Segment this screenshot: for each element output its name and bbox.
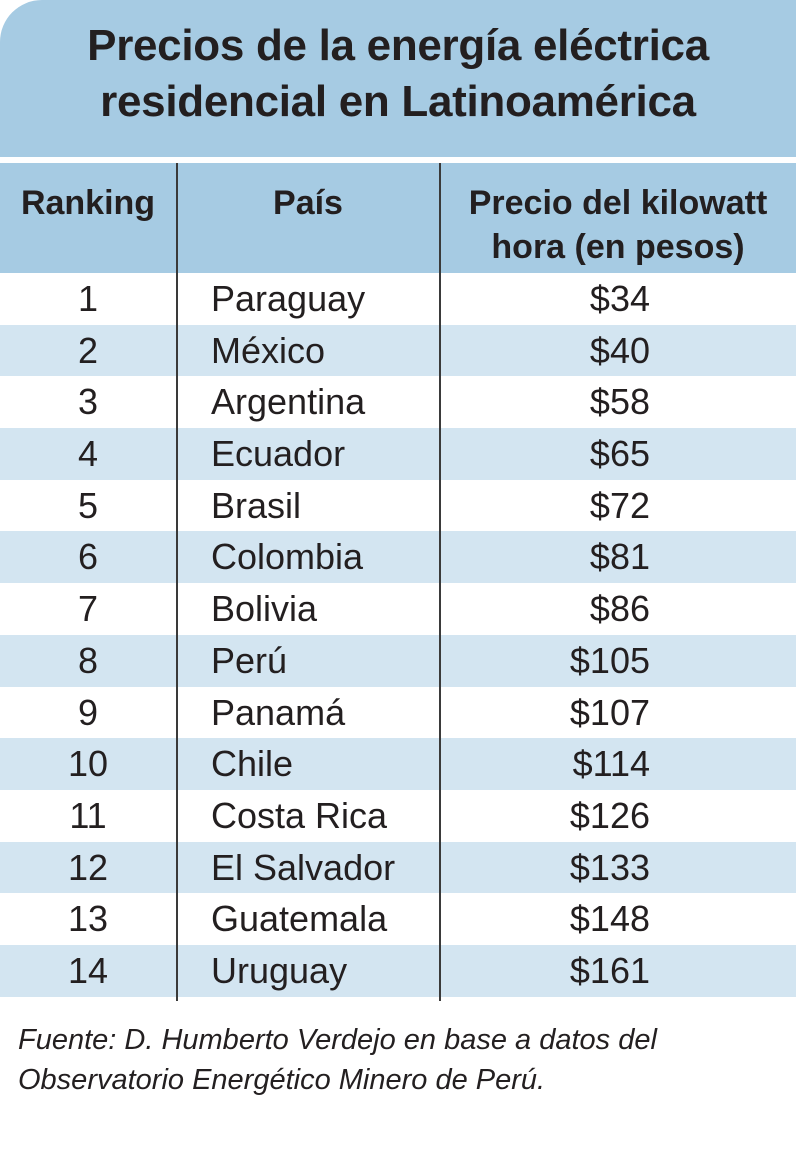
page-title-line-2: residencial en Latinoamérica xyxy=(100,77,696,126)
rank-cell: 10 xyxy=(0,738,176,790)
country-cell: Costa Rica xyxy=(211,794,388,836)
source-note: Fuente: D. Humberto Verdejo en base a da… xyxy=(18,1020,778,1100)
rank-cell: 11 xyxy=(0,790,176,842)
header-ranking: Ranking xyxy=(20,184,156,222)
table-row: 4 Ecuador $65 xyxy=(0,428,796,480)
rank-value: 4 xyxy=(77,433,99,475)
header-price-line-2: hora (en pesos) xyxy=(491,228,745,266)
price-cell: $148 xyxy=(569,898,650,940)
rank-cell: 13 xyxy=(0,893,176,945)
header-price: Precio del kilowatt hora (en pesos) xyxy=(440,163,796,273)
price-cell: $72 xyxy=(589,484,650,526)
header-country: País xyxy=(273,184,343,222)
price-cell: $58 xyxy=(589,381,650,423)
price-table: Ranking País Precio del kilowatt hora (e… xyxy=(0,163,796,1001)
rank-cell: 9 xyxy=(0,687,176,739)
rank-value: 11 xyxy=(69,794,107,836)
price-cell: $105 xyxy=(569,639,650,681)
price-cell: $107 xyxy=(569,691,650,733)
page-title-line-1: Precios de la energía eléctrica xyxy=(87,21,709,70)
rank-value: 2 xyxy=(77,329,99,371)
country-cell: México xyxy=(211,329,326,371)
column-divider xyxy=(176,163,178,1001)
price-cell: $65 xyxy=(589,433,650,475)
rank-value: 3 xyxy=(77,381,99,423)
country-cell: Brasil xyxy=(211,484,302,526)
table-row: 7 Bolivia $86 xyxy=(0,583,796,635)
country-cell: Panamá xyxy=(211,691,346,733)
rank-value: 5 xyxy=(77,484,99,526)
country-cell: Guatemala xyxy=(211,898,388,940)
country-cell: Ecuador xyxy=(211,433,346,475)
table-row: 9 Panamá $107 xyxy=(0,687,796,739)
table-row: 10 Chile $114 xyxy=(0,738,796,790)
source-line-2: Observatorio Energético Minero de Perú. xyxy=(18,1064,546,1096)
table-row: 3 Argentina $58 xyxy=(0,376,796,428)
price-cell: $81 xyxy=(589,536,650,578)
country-cell: Perú xyxy=(211,639,288,681)
price-cell: $161 xyxy=(569,949,650,991)
table-row: 5 Brasil $72 xyxy=(0,480,796,532)
country-cell: Colombia xyxy=(211,536,364,578)
rank-value: 1 xyxy=(77,278,99,319)
price-cell: $86 xyxy=(589,588,650,630)
title-banner: Precios de la energía eléctrica residenc… xyxy=(0,0,796,157)
rank-cell: 5 xyxy=(0,480,176,532)
table-row: 2 México $40 xyxy=(0,324,796,377)
table-row: 14 Uruguay $161 xyxy=(0,944,796,997)
country-cell: Paraguay xyxy=(211,278,366,319)
price-cell: $114 xyxy=(572,743,650,785)
table-row: 1 Paraguay $34 xyxy=(0,273,796,325)
rank-value: 10 xyxy=(67,743,109,785)
header-price-line-1: Precio del kilowatt xyxy=(468,184,768,222)
rank-cell: 2 xyxy=(0,325,176,377)
table-row: 11 Costa Rica $126 xyxy=(0,790,796,842)
column-divider xyxy=(439,163,441,1001)
rank-value: 13 xyxy=(67,898,109,940)
table-row: 12 El Salvador $133 xyxy=(0,841,796,894)
rank-value: 7 xyxy=(77,588,99,630)
table-row: 6 Colombia $81 xyxy=(0,531,796,584)
country-cell: Argentina xyxy=(211,381,366,423)
rank-value: 14 xyxy=(67,949,109,991)
rank-cell: 1 xyxy=(0,273,176,325)
rank-cell: 4 xyxy=(0,428,176,480)
country-cell: Uruguay xyxy=(211,949,348,991)
country-cell: Bolivia xyxy=(211,588,318,630)
price-cell: $40 xyxy=(589,329,650,371)
source-line-1: Fuente: D. Humberto Verdejo en base a da… xyxy=(18,1024,657,1056)
rank-cell: 14 xyxy=(0,945,176,997)
price-cell: $126 xyxy=(569,794,650,836)
table-row: 8 Perú $105 xyxy=(0,634,796,687)
price-cell: $133 xyxy=(569,846,650,888)
rank-value: 12 xyxy=(67,846,109,888)
rank-value: 8 xyxy=(77,639,99,681)
country-cell: El Salvador xyxy=(211,846,396,888)
rank-cell: 6 xyxy=(0,531,176,583)
rank-cell: 12 xyxy=(0,842,176,894)
country-cell: Chile xyxy=(211,743,294,785)
table-body: 1 Paraguay $34 2 México $40 3 Argentina $58 4 Ecua… xyxy=(0,273,796,997)
table-header-row: Ranking País Precio del kilowatt hora (e… xyxy=(0,163,796,273)
table-row: 13 Guatemala $148 xyxy=(0,893,796,945)
rank-value: 6 xyxy=(77,536,99,578)
rank-cell: 7 xyxy=(0,583,176,635)
rank-cell: 8 xyxy=(0,635,176,687)
price-cell: $34 xyxy=(589,278,650,319)
rank-value: 9 xyxy=(77,691,99,733)
rank-cell: 3 xyxy=(0,376,176,428)
